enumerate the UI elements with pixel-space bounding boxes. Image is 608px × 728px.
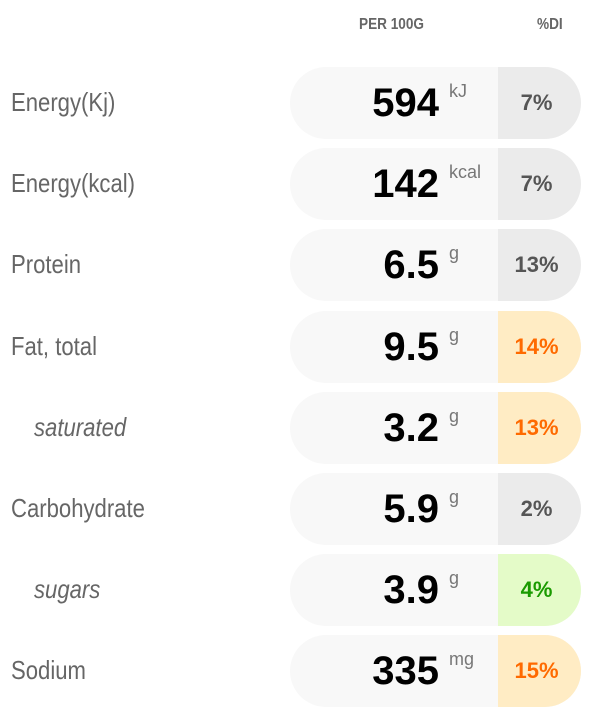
nutrient-value: 5.9 bbox=[383, 487, 439, 531]
daily-intake-percent: 4% bbox=[498, 554, 581, 627]
nutrient-value-pill: 3.9 g 4% bbox=[290, 554, 581, 627]
daily-intake-percent: 7% bbox=[498, 148, 581, 221]
nutrient-unit: g bbox=[449, 568, 460, 589]
nutrient-unit: g bbox=[449, 487, 460, 507]
nutrient-label: Fat, total bbox=[11, 330, 97, 361]
nutrient-label: Energy(Kj) bbox=[11, 87, 116, 117]
daily-intake-percent: 13% bbox=[498, 229, 581, 302]
nutrient-unit: g bbox=[449, 243, 460, 264]
di-header: %DI bbox=[537, 16, 563, 33]
nutrient-value: 335 bbox=[372, 649, 439, 694]
daily-intake-percent: 15% bbox=[498, 635, 581, 708]
nutrient-row: Sodium 335 mg 15% bbox=[0, 635, 608, 708]
nutrient-value: 9.5 bbox=[383, 324, 439, 369]
nutrient-row: Fat, total 9.5 g 14% bbox=[0, 310, 608, 383]
nutrient-label: sugars bbox=[34, 574, 101, 605]
nutrient-value-pill: 594 kJ 7% bbox=[290, 67, 581, 139]
nutrient-value: 6.5 bbox=[383, 243, 439, 288]
nutrient-label: Energy(kcal) bbox=[11, 168, 136, 199]
nutrient-unit: mg bbox=[449, 649, 475, 670]
nutrient-value-pill: 5.9 g 2% bbox=[290, 473, 581, 545]
nutrient-value-pill: 335 mg 15% bbox=[290, 635, 581, 708]
nutrient-label: Protein bbox=[11, 249, 82, 280]
nutrient-row: Energy(Kj) 594 kJ 7% bbox=[0, 67, 608, 139]
nutrient-row: Energy(kcal) 142 kcal 7% bbox=[0, 148, 608, 221]
nutrient-unit: kcal bbox=[449, 162, 482, 183]
nutrient-value: 3.2 bbox=[383, 405, 439, 450]
nutrient-row: saturated 3.2 g 13% bbox=[0, 391, 608, 464]
nutrient-value-pill: 142 kcal 7% bbox=[290, 148, 581, 221]
daily-intake-percent: 14% bbox=[498, 310, 581, 383]
nutrient-unit: g bbox=[449, 324, 460, 345]
daily-intake-percent: 7% bbox=[498, 67, 581, 139]
daily-intake-percent: 2% bbox=[498, 473, 581, 545]
nutrient-row: Protein 6.5 g 13% bbox=[0, 229, 608, 302]
nutrient-value: 3.9 bbox=[383, 568, 439, 613]
nutrient-label: Sodium bbox=[11, 655, 86, 686]
nutrient-unit: g bbox=[449, 405, 460, 426]
nutrient-row: Carbohydrate 5.9 g 2% bbox=[0, 473, 608, 545]
per-100g-header: PER 100G bbox=[359, 16, 425, 33]
nutrient-value: 142 bbox=[372, 162, 439, 207]
nutrient-label: saturated bbox=[34, 411, 127, 442]
nutrient-value-pill: 6.5 g 13% bbox=[290, 229, 581, 302]
nutrient-value-pill: 9.5 g 14% bbox=[290, 310, 581, 383]
nutrient-value-pill: 3.2 g 13% bbox=[290, 391, 581, 464]
nutrient-unit: kJ bbox=[449, 81, 467, 101]
nutrient-value: 594 bbox=[372, 81, 439, 125]
nutrient-row: sugars 3.9 g 4% bbox=[0, 554, 608, 627]
nutrient-label: Carbohydrate bbox=[11, 493, 145, 523]
daily-intake-percent: 13% bbox=[498, 391, 581, 464]
